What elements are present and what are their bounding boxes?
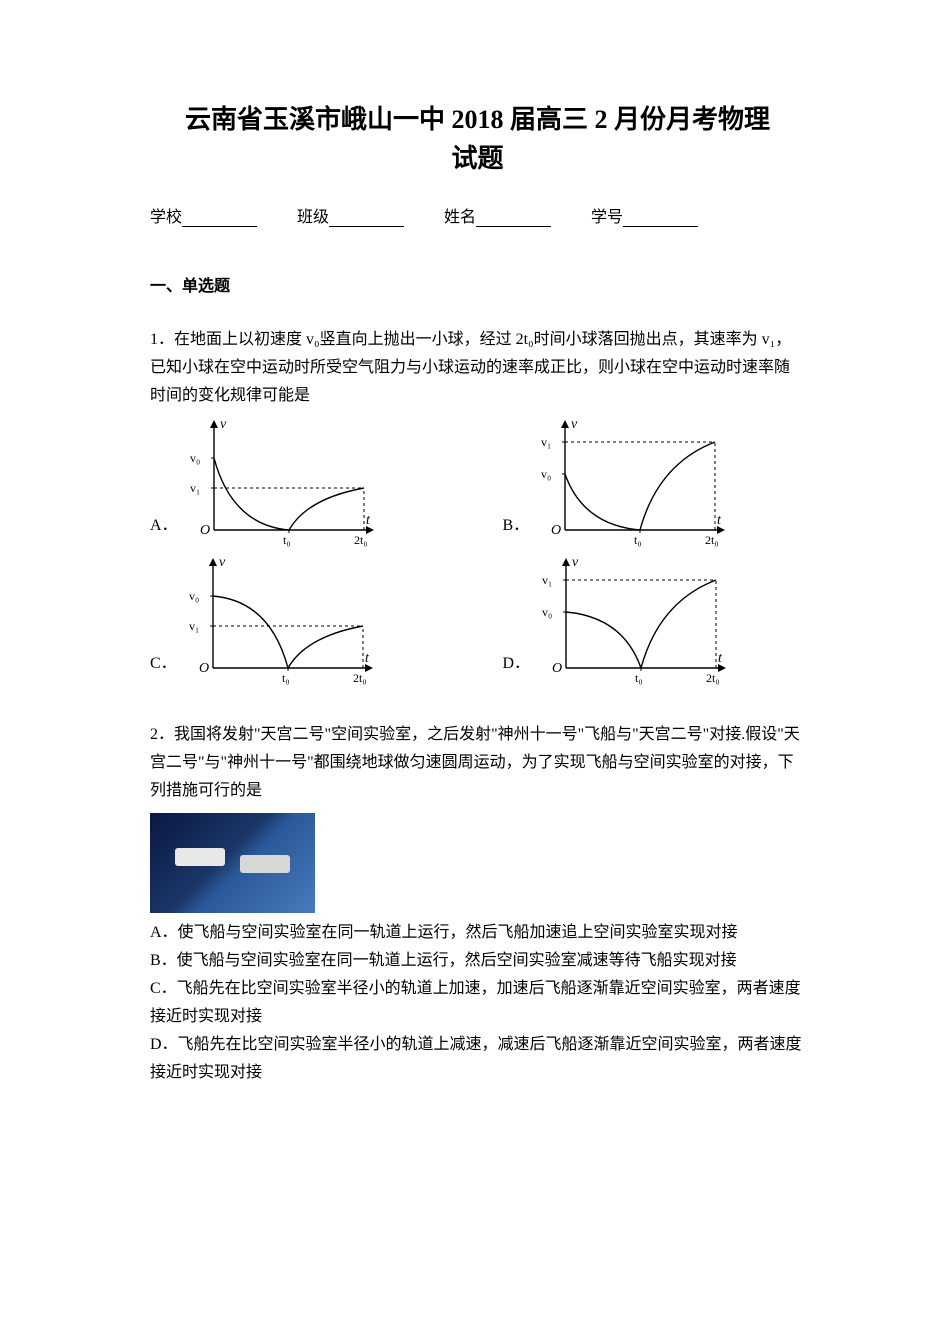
q1-option-letter-d: D． [503, 650, 531, 686]
form-blank-class[interactable] [329, 209, 404, 227]
q1-num: 1． [150, 331, 174, 348]
svg-text:v₁: v₁ [542, 573, 552, 587]
q2-text: 我国将发射"天宫二号"空间实验室，之后发射"神州十一号"飞船与"天宫二号"对接.… [150, 726, 800, 799]
q1-graph-a: v t Ov₀ v₁ t₀ 2t₀ [182, 418, 382, 548]
q2-option-c: C．飞船先在比空间实验室半径小的轨道上加速，加速后飞船逐渐靠近空间实验室，两者速… [150, 975, 805, 1031]
q1-graph-b: v t Ov₁ v₀ t₀ 2t₀ [533, 418, 733, 548]
svg-text:t₀: t₀ [282, 671, 290, 685]
form-blank-name[interactable] [476, 209, 551, 227]
svg-text:v: v [220, 418, 227, 432]
svg-text:v₀: v₀ [190, 451, 200, 465]
svg-text:v₀: v₀ [541, 467, 551, 481]
svg-text:2t₀: 2t₀ [705, 533, 719, 547]
q2-option-d: D．飞船先在比空间实验室半径小的轨道上减速，减速后飞船逐渐靠近空间实验室，两者速… [150, 1031, 805, 1087]
svg-text:v: v [219, 556, 226, 570]
svg-text:t₀: t₀ [635, 671, 643, 685]
svg-text:t: t [365, 651, 370, 666]
question-1: 1．在地面上以初速度 v₀竖直向上抛出一小球，经过 2t₀时间小球落回抛出点，其… [150, 326, 805, 686]
q2-option-a: A．使飞船与空间实验室在同一轨道上运行，然后飞船加速追上空间实验室实现对接 [150, 919, 805, 947]
svg-text:v₁: v₁ [190, 481, 200, 495]
form-label-school: 学校 [150, 209, 182, 226]
svg-text:v₁: v₁ [541, 435, 551, 449]
form-label-class: 班级 [297, 209, 329, 226]
svg-text:v₁: v₁ [189, 619, 199, 633]
svg-text:O: O [199, 661, 209, 676]
svg-text:t₀: t₀ [283, 533, 291, 547]
form-blank-id[interactable] [623, 209, 698, 227]
svg-text:2t₀: 2t₀ [354, 533, 368, 547]
question-2: 2．我国将发射"天宫二号"空间实验室，之后发射"神州十一号"飞船与"天宫二号"对… [150, 721, 805, 1087]
svg-text:t₀: t₀ [634, 533, 642, 547]
svg-text:t: t [718, 651, 723, 666]
q1-option-letter-c: C． [150, 650, 177, 686]
svg-text:t: t [366, 513, 371, 528]
student-info-form: 学校 班级 姓名 学号 [150, 203, 805, 227]
q1-graph-c: v t Ov₀ v₁ t₀ 2t₀ [181, 556, 381, 686]
form-blank-school[interactable] [182, 209, 257, 227]
svg-text:v: v [571, 418, 578, 432]
form-label-name: 姓名 [444, 209, 476, 226]
q1-graph-d: v t Ov₁ v₀ t₀ 2t₀ [534, 556, 734, 686]
q2-num: 2． [150, 726, 174, 743]
svg-text:2t₀: 2t₀ [353, 671, 367, 685]
svg-text:v₀: v₀ [542, 605, 552, 619]
page-title-line2: 试题 [150, 139, 805, 178]
svg-text:O: O [200, 523, 210, 538]
svg-text:O: O [551, 523, 561, 538]
q1-option-letter-a: A． [150, 512, 178, 548]
page-title-line1: 云南省玉溪市峨山一中 2018 届高三 2 月份月考物理 [150, 100, 805, 139]
section-heading: 一、单选题 [150, 272, 805, 296]
svg-text:2t₀: 2t₀ [706, 671, 720, 685]
svg-text:O: O [552, 661, 562, 676]
form-label-id: 学号 [591, 209, 623, 226]
q1-text: 在地面上以初速度 v₀竖直向上抛出一小球，经过 2t₀时间小球落回抛出点，其速率… [150, 331, 791, 404]
q1-option-letter-b: B． [503, 512, 530, 548]
svg-text:t: t [717, 513, 722, 528]
svg-text:v: v [572, 556, 579, 570]
q2-illustration [150, 813, 315, 913]
svg-text:v₀: v₀ [189, 589, 199, 603]
q2-option-b: B．使飞船与空间实验室在同一轨道上运行，然后空间实验室减速等待飞船实现对接 [150, 947, 805, 975]
